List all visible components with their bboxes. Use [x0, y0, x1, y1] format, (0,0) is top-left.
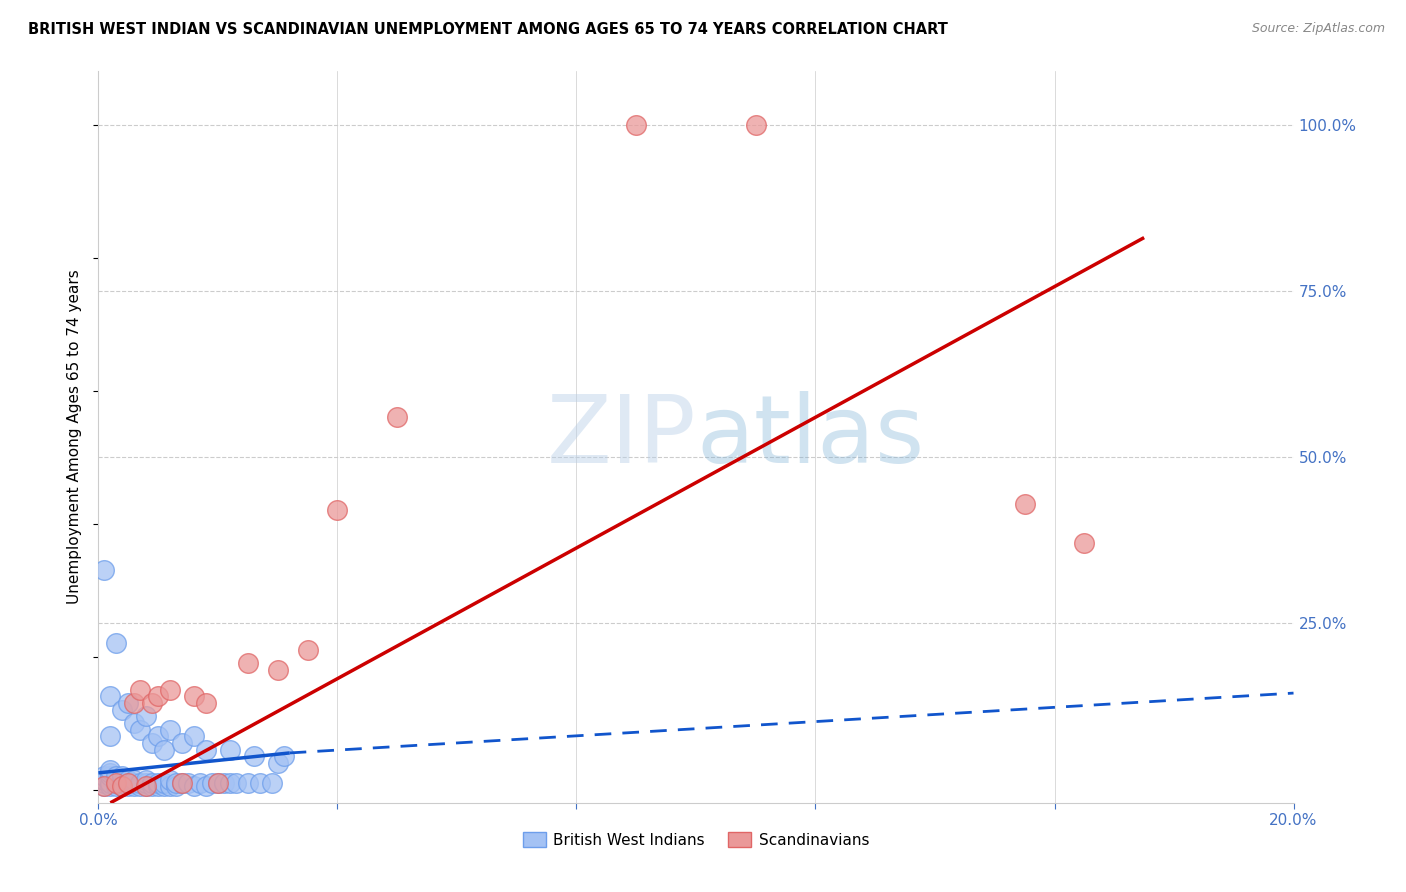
Point — [183, 779, 205, 793]
Point — [124, 696, 146, 710]
Point — [135, 709, 157, 723]
Point — [129, 682, 152, 697]
Point — [745, 118, 768, 132]
Point — [124, 779, 146, 793]
Point — [141, 779, 163, 793]
Point — [219, 742, 242, 756]
Point — [195, 742, 218, 756]
Point — [195, 779, 218, 793]
Point — [111, 703, 134, 717]
Point — [626, 118, 648, 132]
Point — [135, 779, 157, 793]
Point — [1014, 497, 1036, 511]
Point — [159, 772, 181, 787]
Point — [225, 776, 247, 790]
Legend: British West Indians, Scandinavians: British West Indians, Scandinavians — [517, 825, 875, 854]
Point — [159, 723, 181, 737]
Text: atlas: atlas — [696, 391, 924, 483]
Point — [135, 772, 157, 787]
Point — [105, 779, 128, 793]
Point — [124, 772, 146, 787]
Point — [188, 776, 211, 790]
Point — [111, 779, 134, 793]
Point — [93, 779, 115, 793]
Point — [93, 769, 115, 783]
Point — [267, 756, 290, 770]
Point — [98, 765, 122, 780]
Point — [141, 776, 163, 790]
Point — [172, 736, 194, 750]
Point — [326, 503, 349, 517]
Point — [98, 779, 122, 793]
Point — [207, 776, 229, 790]
Point — [117, 772, 139, 787]
Text: BRITISH WEST INDIAN VS SCANDINAVIAN UNEMPLOYMENT AMONG AGES 65 TO 74 YEARS CORRE: BRITISH WEST INDIAN VS SCANDINAVIAN UNEM… — [28, 22, 948, 37]
Point — [129, 776, 152, 790]
Point — [111, 779, 134, 793]
Point — [93, 776, 115, 790]
Point — [141, 696, 163, 710]
Point — [98, 729, 122, 743]
Point — [236, 776, 259, 790]
Point — [124, 716, 146, 731]
Point — [267, 663, 290, 677]
Point — [172, 776, 194, 790]
Point — [141, 736, 163, 750]
Point — [165, 776, 187, 790]
Point — [98, 769, 122, 783]
Point — [177, 776, 200, 790]
Point — [207, 776, 229, 790]
Point — [105, 776, 128, 790]
Point — [183, 729, 205, 743]
Point — [385, 410, 409, 425]
Point — [135, 776, 157, 790]
Point — [117, 776, 139, 790]
Point — [148, 690, 170, 704]
Point — [148, 729, 170, 743]
Point — [212, 776, 235, 790]
Point — [117, 776, 139, 790]
Point — [105, 772, 128, 787]
Point — [273, 749, 295, 764]
Point — [93, 779, 115, 793]
Point — [105, 636, 128, 650]
Point — [297, 643, 319, 657]
Point — [153, 742, 176, 756]
Point — [111, 769, 134, 783]
Point — [153, 776, 176, 790]
Point — [124, 776, 146, 790]
Point — [243, 749, 266, 764]
Point — [219, 776, 242, 790]
Point — [236, 656, 259, 670]
Text: ZIP: ZIP — [547, 391, 696, 483]
Text: Source: ZipAtlas.com: Source: ZipAtlas.com — [1251, 22, 1385, 36]
Point — [111, 776, 134, 790]
Point — [153, 779, 176, 793]
Point — [1073, 536, 1095, 550]
Point — [159, 682, 181, 697]
Point — [183, 690, 205, 704]
Point — [148, 776, 170, 790]
Point — [93, 563, 115, 577]
Point — [129, 723, 152, 737]
Point — [159, 779, 181, 793]
Point — [98, 763, 122, 777]
Point — [105, 776, 128, 790]
Point — [172, 776, 194, 790]
Point — [98, 776, 122, 790]
Point — [98, 690, 122, 704]
Point — [260, 776, 283, 790]
Point — [135, 779, 157, 793]
Point — [117, 696, 139, 710]
Point — [249, 776, 271, 790]
Point — [105, 769, 128, 783]
Point — [117, 779, 139, 793]
Point — [195, 696, 218, 710]
Y-axis label: Unemployment Among Ages 65 to 74 years: Unemployment Among Ages 65 to 74 years — [67, 269, 83, 605]
Point — [165, 779, 187, 793]
Point — [148, 779, 170, 793]
Point — [129, 779, 152, 793]
Point — [201, 776, 224, 790]
Point — [93, 772, 115, 787]
